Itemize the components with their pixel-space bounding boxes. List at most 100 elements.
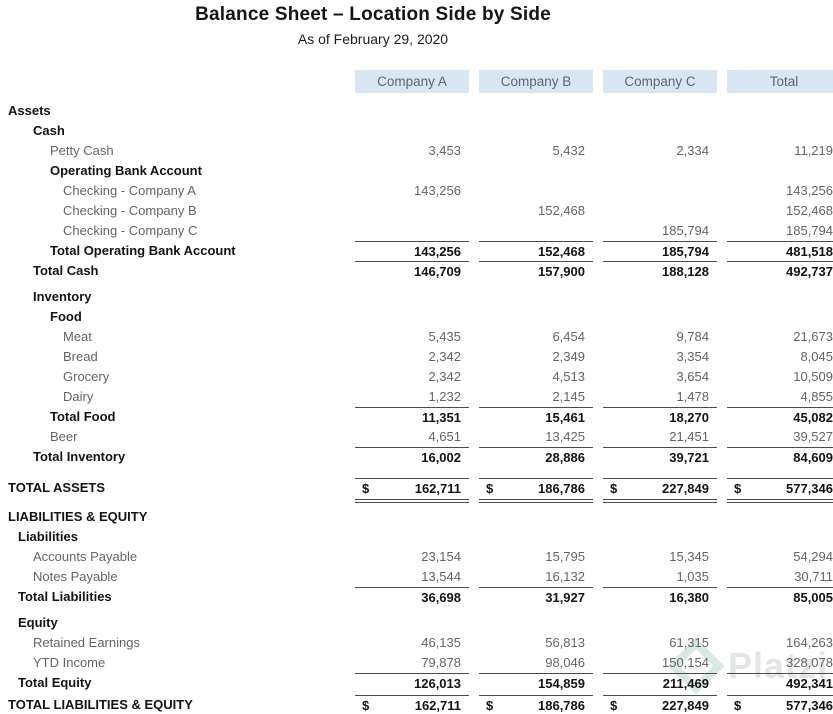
cell-value: 8,045 xyxy=(800,349,833,364)
cell-value: 577,346 xyxy=(786,481,833,496)
cell-value: 227,849 xyxy=(662,481,709,496)
column-header-company-c: Company C xyxy=(603,70,717,93)
cell-total: 481,518 xyxy=(727,241,833,262)
cell-total: $577,346 xyxy=(727,695,833,714)
table-row: Bread 2,342 2,349 3,354 8,045 xyxy=(0,347,833,367)
cell-value: 30,711 xyxy=(794,569,833,584)
row-label: Beer xyxy=(50,429,78,444)
cell-company-a xyxy=(355,201,469,221)
cell-value: 11,219 xyxy=(794,143,833,158)
row-label: TOTAL LIABILITIES & EQUITY xyxy=(8,697,193,712)
cell-value: 13,544 xyxy=(421,569,461,584)
cell-value: 16,002 xyxy=(421,450,461,465)
cell-value: 2,334 xyxy=(676,143,709,158)
row-label: TOTAL ASSETS xyxy=(8,480,106,495)
cell-company-a xyxy=(355,287,469,307)
cell-company-b: 152,468 xyxy=(479,201,593,221)
row-label: Liabilities xyxy=(18,529,78,544)
row-label: Cash xyxy=(33,123,65,138)
cell-company-b xyxy=(479,307,593,327)
cell-company-a: 16,002 xyxy=(355,447,469,468)
currency-symbol: $ xyxy=(734,481,742,496)
cell-company-c: 18,270 xyxy=(603,407,717,428)
cell-company-c: 9,784 xyxy=(603,327,717,347)
table-row: Notes Payable 13,544 16,132 1,035 30,711 xyxy=(0,567,833,587)
cell-value: 61,315 xyxy=(669,635,709,650)
cell-value: 152,468 xyxy=(538,244,585,259)
cell-company-b: $186,786 xyxy=(479,695,593,714)
cell-value: 185,794 xyxy=(662,223,709,238)
cell-value: 328,078 xyxy=(786,655,833,670)
cell-company-c xyxy=(603,201,717,221)
cell-company-a xyxy=(355,613,469,633)
cell-company-a xyxy=(355,161,469,181)
cell-company-c: $227,849 xyxy=(603,695,717,714)
table-row: Checking - Company A 143,256 143,256 xyxy=(0,181,833,201)
currency-symbol: $ xyxy=(610,698,618,713)
cell-company-a: 5,435 xyxy=(355,327,469,347)
cell-value: 21,451 xyxy=(669,429,709,444)
table-row: Total Cash 146,709 157,900 188,128 492,737 xyxy=(0,261,833,281)
cell-company-b xyxy=(479,101,593,121)
cell-value: 4,651 xyxy=(428,429,461,444)
currency-symbol: $ xyxy=(610,481,618,496)
cell-value: 492,737 xyxy=(786,264,833,279)
cell-company-b: 5,432 xyxy=(479,141,593,161)
cell-company-b: 4,513 xyxy=(479,367,593,387)
table-row: Operating Bank Account xyxy=(0,161,833,181)
cell-company-a: 2,342 xyxy=(355,347,469,367)
table-row: LIABILITIES & EQUITY xyxy=(0,507,833,527)
cell-company-c xyxy=(603,613,717,633)
table-row: Grocery 2,342 4,513 3,654 10,509 xyxy=(0,367,833,387)
cell-company-b: 2,145 xyxy=(479,387,593,407)
cell-total xyxy=(727,527,833,547)
cell-company-b: 15,461 xyxy=(479,407,593,428)
cell-value: 577,346 xyxy=(786,698,833,713)
row-label: Total Operating Bank Account xyxy=(50,243,236,258)
cell-value: 1,232 xyxy=(428,389,461,404)
column-header-row: Company A Company B Company C Total xyxy=(0,70,833,93)
table-row: Inventory xyxy=(0,287,833,307)
cell-value: 162,711 xyxy=(414,698,461,713)
table-row: Cash xyxy=(0,121,833,141)
cell-company-b xyxy=(479,181,593,201)
column-header-company-b: Company B xyxy=(479,70,593,93)
cell-value: 9,784 xyxy=(676,329,709,344)
table-row: Total Equity 126,013 154,859 211,469 492,341 xyxy=(0,673,833,693)
cell-company-a: 4,651 xyxy=(355,427,469,447)
cell-total: 492,341 xyxy=(727,673,833,694)
cell-company-b: 56,813 xyxy=(479,633,593,653)
cell-value: 79,878 xyxy=(421,655,461,670)
cell-company-c: 211,469 xyxy=(603,673,717,694)
table-row: Equity xyxy=(0,613,833,633)
currency-symbol: $ xyxy=(486,698,494,713)
cell-company-a: 143,256 xyxy=(355,241,469,262)
cell-company-a: 13,544 xyxy=(355,567,469,587)
cell-value: 85,005 xyxy=(793,590,833,605)
label-column-spacer xyxy=(0,70,345,93)
cell-company-c xyxy=(603,287,717,307)
cell-total xyxy=(727,161,833,181)
cell-company-b xyxy=(479,287,593,307)
cell-company-a: 46,135 xyxy=(355,633,469,653)
cell-company-c: 150,154 xyxy=(603,653,717,673)
table-row: Checking - Company C 185,794 185,794 xyxy=(0,221,833,241)
cell-value: 188,128 xyxy=(662,264,709,279)
cell-company-a: 36,698 xyxy=(355,587,469,608)
cell-value: 185,794 xyxy=(662,244,709,259)
cell-company-a: 126,013 xyxy=(355,673,469,694)
cell-value: 4,855 xyxy=(800,389,833,404)
cell-total xyxy=(727,507,833,527)
cell-company-a: 23,154 xyxy=(355,547,469,567)
cell-value: 23,154 xyxy=(421,549,461,564)
cell-company-b: 154,859 xyxy=(479,673,593,694)
cell-company-c xyxy=(603,121,717,141)
cell-company-c: 1,035 xyxy=(603,567,717,587)
cell-total: 84,609 xyxy=(727,447,833,468)
page-title: Balance Sheet – Location Side by Side xyxy=(195,4,551,25)
cell-value: 492,341 xyxy=(786,676,833,691)
table-row: Food xyxy=(0,307,833,327)
cell-company-c: 3,654 xyxy=(603,367,717,387)
row-label: Food xyxy=(50,309,82,324)
cell-company-b: 157,900 xyxy=(479,261,593,282)
